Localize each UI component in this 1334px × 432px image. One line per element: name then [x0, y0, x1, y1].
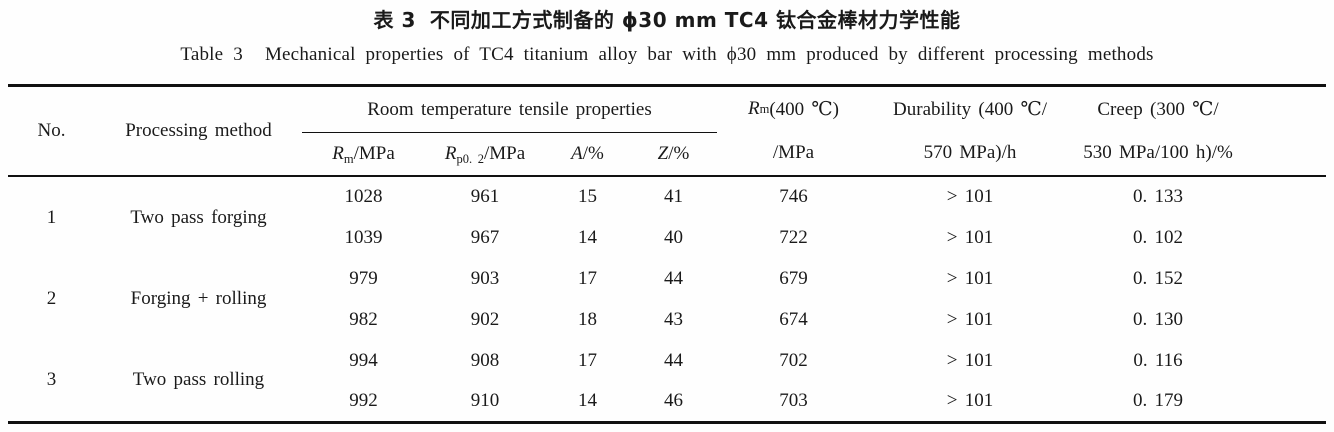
cell-rp02: 967: [470, 226, 500, 248]
creep-line1: Creep (300 ℃/: [1097, 98, 1219, 120]
col-header-elongation: A/%: [545, 133, 630, 176]
table-header: No. Processing method Room temperature t…: [8, 85, 1326, 176]
reduction-unit: /%: [668, 143, 690, 165]
row-no: 2: [46, 288, 57, 309]
rm-400-symbol: R: [747, 98, 760, 119]
cell-creep: 0. 179: [1133, 389, 1183, 411]
table-row: 1 Two pass forging 1028 961 15 41 746 > …: [8, 176, 1326, 228]
col-header-creep: Creep (300 ℃/ 530 MPa/100 h)/%: [1070, 86, 1326, 177]
row-processing-method: Two pass rolling: [132, 369, 265, 391]
col-header-rp02: Rp0. 2/MPa: [425, 133, 545, 176]
cell-elongation: 17: [578, 349, 597, 371]
cell-elongation: 17: [578, 267, 597, 289]
cell-rm-400: 674: [779, 308, 808, 330]
cell-rm: 979: [349, 267, 378, 289]
cell-elongation: 18: [578, 308, 597, 330]
cell-creep: 0. 133: [1133, 186, 1183, 207]
table-row: 2 Forging + rolling 979 903 17 44 679 > …: [8, 258, 1326, 310]
table-row: 3 Two pass rolling 994 908 17 44 702 > 1…: [8, 340, 1326, 391]
cell-creep: 0. 152: [1133, 267, 1183, 289]
cell-durability: > 101: [946, 389, 994, 411]
row-no: 1: [46, 206, 57, 228]
cell-reduction: 43: [664, 308, 683, 330]
cell-rp02: 908: [470, 349, 500, 371]
cell-rp02: 903: [470, 267, 500, 289]
cell-rm-400: 702: [779, 349, 808, 371]
mechanical-properties-table: No. Processing method Room temperature t…: [8, 84, 1326, 424]
cell-rm: 1039: [344, 226, 383, 248]
row-processing-method: Two pass forging: [130, 206, 267, 228]
row-no: 3: [46, 369, 57, 391]
cell-rm: 994: [349, 349, 378, 371]
col-header-durability: Durability (400 ℃/ 570 MPa)/h: [870, 86, 1070, 177]
durability-line1: Durability (400 ℃/: [893, 98, 1047, 120]
table-row: 992 910 14 46 703 > 101 0. 179: [8, 381, 1326, 422]
cell-creep: 0. 116: [1133, 349, 1183, 371]
table-row: 982 902 18 43 674 > 101 0. 130: [8, 299, 1326, 340]
cell-rp02: 902: [470, 308, 500, 330]
rm-400-condition: (400 ℃): [769, 98, 839, 120]
rp02-unit: /MPa: [483, 143, 526, 165]
rm-unit: /MPa: [353, 143, 395, 165]
table-caption-en-text: Mechanical properties of TC4 titanium al…: [264, 44, 1154, 65]
cell-durability: > 101: [946, 349, 994, 371]
cell-rp02: 910: [470, 389, 500, 411]
cell-reduction: 40: [664, 226, 683, 248]
rp02-subscript: p0. 2: [456, 152, 484, 167]
header-row-2: Rm/MPa Rp0. 2/MPa A/% Z/%: [8, 133, 1326, 176]
cell-elongation: 15: [578, 186, 597, 207]
cell-rm: 992: [349, 389, 378, 411]
col-header-no: No.: [37, 120, 66, 141]
reduction-symbol: Z: [657, 143, 669, 165]
table-caption-en-label: Table 3: [180, 44, 243, 65]
cell-creep: 0. 130: [1133, 308, 1183, 330]
col-header-processing-method: Processing method: [125, 120, 272, 141]
rp02-symbol: R: [444, 143, 457, 165]
row-processing-method: Forging + rolling: [130, 288, 267, 309]
cell-reduction: 44: [664, 267, 683, 289]
cell-rm-400: 746: [779, 186, 808, 207]
col-header-rm: Rm/MPa: [302, 133, 425, 176]
cell-rm-400: 703: [779, 389, 808, 411]
table-body: 1 Two pass forging 1028 961 15 41 746 > …: [8, 176, 1326, 422]
cell-reduction: 44: [664, 349, 683, 371]
table-caption-zh-label: 表 3: [373, 8, 416, 32]
header-row-1: No. Processing method Room temperature t…: [8, 85, 1326, 163]
creep-line2: 530 MPa/100 h)/%: [1083, 142, 1233, 163]
table-caption-zh-text: 不同加工方式制备的 ϕ30 mm TC4 钛合金棒材力学性能: [429, 8, 961, 32]
durability-line2: 570 MPa)/h: [923, 142, 1017, 163]
cell-durability: > 101: [946, 308, 994, 330]
table-caption-en: Table 3 Mechanical properties of TC4 tita…: [0, 42, 1334, 67]
cell-elongation: 14: [578, 389, 597, 411]
rm-400-unit: /MPa: [772, 142, 815, 163]
cell-rp02: 961: [470, 186, 500, 207]
cell-durability: > 101: [946, 226, 994, 248]
cell-rm-400: 679: [779, 267, 808, 289]
elongation-unit: /%: [582, 143, 604, 165]
col-header-reduction: Z/%: [630, 133, 717, 176]
cell-rm: 1028: [344, 186, 383, 207]
col-group-room-temp-tensile: Room temperature tensile properties: [302, 85, 717, 134]
cell-durability: > 101: [946, 186, 994, 207]
elongation-symbol: A: [571, 143, 583, 165]
cell-creep: 0. 102: [1133, 226, 1183, 248]
table-row: 1039 967 14 40 722 > 101 0. 102: [8, 217, 1326, 258]
cell-elongation: 14: [578, 226, 597, 248]
table-caption-zh: 表 3 不同加工方式制备的 ϕ30 mm TC4 钛合金棒材力学性能: [0, 0, 1334, 33]
cell-reduction: 41: [664, 186, 683, 207]
cell-durability: > 101: [946, 267, 994, 289]
cell-rm-400: 722: [779, 226, 808, 248]
rm-symbol: R: [332, 143, 344, 165]
rm-subscript: m: [343, 152, 354, 167]
cell-reduction: 46: [664, 389, 683, 411]
cell-rm: 982: [349, 308, 378, 330]
